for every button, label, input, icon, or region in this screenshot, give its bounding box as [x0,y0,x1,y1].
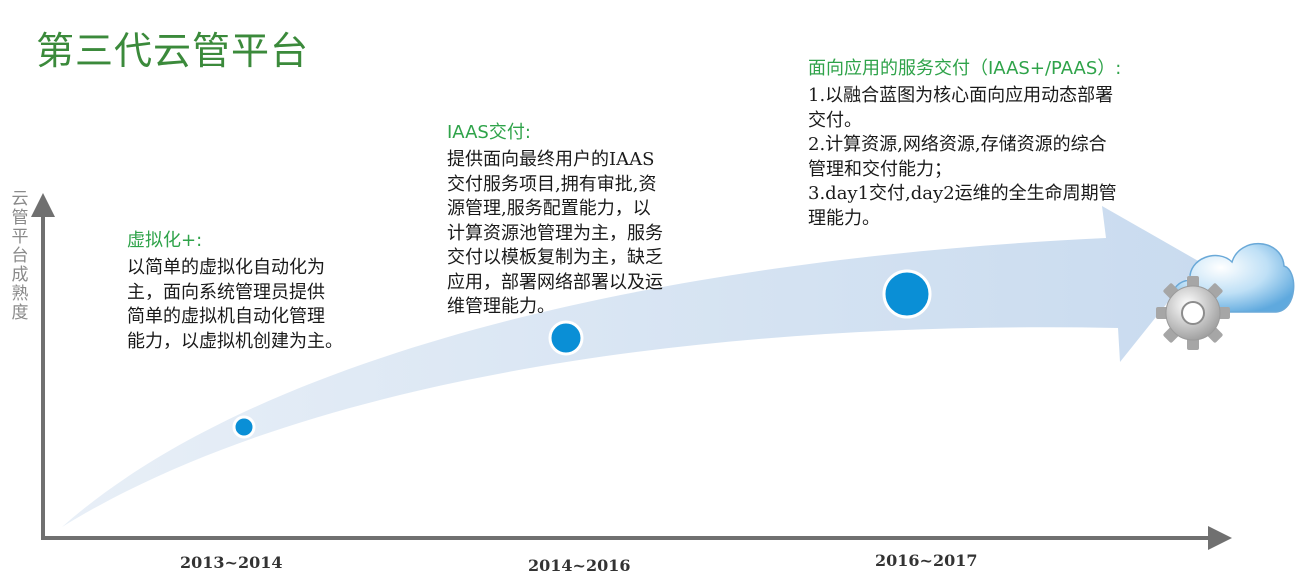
stage-iaas-delivery: IAAS交付: 提供面向最终用户的IAAS 交付服务项目,拥有审批,资 源管理,… [447,118,717,320]
milestone-dot [882,269,932,319]
stage-line: 理能力。 [808,207,880,229]
stage-line: 以简单的虚拟化自动化为 [127,257,325,278]
stage-line: 能力，以虚拟机创建为主。 [127,330,343,352]
period-label: 2016~2017 [875,551,978,570]
stage-application-delivery: 面向应用的服务交付（IAAS+/PAAS）: 1.以融合蓝图为核心面向应用动态部… [808,54,1188,231]
gear-icon [1156,276,1230,350]
y-axis-arrowhead [31,193,55,217]
stage-line: 源管理,服务配置能力，以 [447,198,651,219]
stage-heading: IAAS交付: [447,122,531,143]
stage-line: 交付以模板复制为主，缺乏 [447,247,663,268]
x-axis-arrowhead [1208,526,1232,550]
page-title: 第三代云管平台 [36,29,310,73]
stage-line: 交付。 [808,109,862,131]
stage-line: 应用，部署网络部署以及运 [447,271,663,293]
stage-heading: 面向应用的服务交付（IAAS+/PAAS）: [808,58,1122,79]
stage-line: 维管理能力。 [447,296,555,317]
stage-line: 提供面向最终用户的IAAS [447,149,655,170]
period-label: 2014~2016 [528,556,631,575]
stage-line: 主，面向系统管理员提供 [127,281,325,303]
stage-description: 提供面向最终用户的IAAS 交付服务项目,拥有审批,资 源管理,服务配置能力，以… [447,148,717,320]
stage-line: 计算资源池管理为主，服务 [447,222,663,244]
milestone-dot [548,320,584,356]
stage-description: 以简单的虚拟化自动化为 主，面向系统管理员提供 简单的虚拟机自动化管理 能力，以… [127,256,387,354]
y-axis-label: 云管平台成熟度 [11,189,29,323]
stage-line: 交付服务项目,拥有审批,资 [447,173,657,195]
stage-line: 简单的虚拟机自动化管理 [127,306,325,327]
stage-virtualization: 虚拟化+: 以简单的虚拟化自动化为 主，面向系统管理员提供 简单的虚拟机自动化管… [127,226,387,354]
stage-line: 2.计算资源,网络资源,存储资源的综合 [808,134,1107,155]
stage-line: 1.以融合蓝图为核心面向应用动态部署 [808,85,1114,106]
stage-heading: 虚拟化+: [127,230,203,251]
period-label: 2013~2014 [180,553,283,572]
stage-line: 3.day1交付,day2运维的全生命周期管 [808,183,1117,204]
stage-description: 1.以融合蓝图为核心面向应用动态部署 交付。 2.计算资源,网络资源,存储资源的… [808,84,1188,231]
stage-line: 管理和交付能力； [808,158,952,180]
milestone-dot [232,415,256,439]
